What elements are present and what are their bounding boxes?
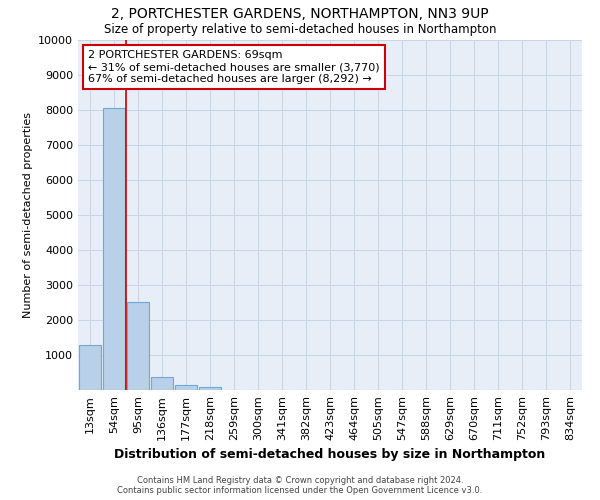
Y-axis label: Number of semi-detached properties: Number of semi-detached properties <box>23 112 32 318</box>
Bar <box>127 302 149 390</box>
Bar <box>151 376 173 390</box>
Bar <box>103 108 125 390</box>
Bar <box>175 385 197 390</box>
Text: 2, PORTCHESTER GARDENS, NORTHAMPTON, NN3 9UP: 2, PORTCHESTER GARDENS, NORTHAMPTON, NN3… <box>111 8 489 22</box>
Text: 2 PORTCHESTER GARDENS: 69sqm
← 31% of semi-detached houses are smaller (3,770)
6: 2 PORTCHESTER GARDENS: 69sqm ← 31% of se… <box>88 50 380 84</box>
Text: Size of property relative to semi-detached houses in Northampton: Size of property relative to semi-detach… <box>104 22 496 36</box>
Text: Contains HM Land Registry data © Crown copyright and database right 2024.
Contai: Contains HM Land Registry data © Crown c… <box>118 476 482 495</box>
X-axis label: Distribution of semi-detached houses by size in Northampton: Distribution of semi-detached houses by … <box>115 448 545 461</box>
Bar <box>79 344 101 390</box>
Bar <box>199 386 221 390</box>
